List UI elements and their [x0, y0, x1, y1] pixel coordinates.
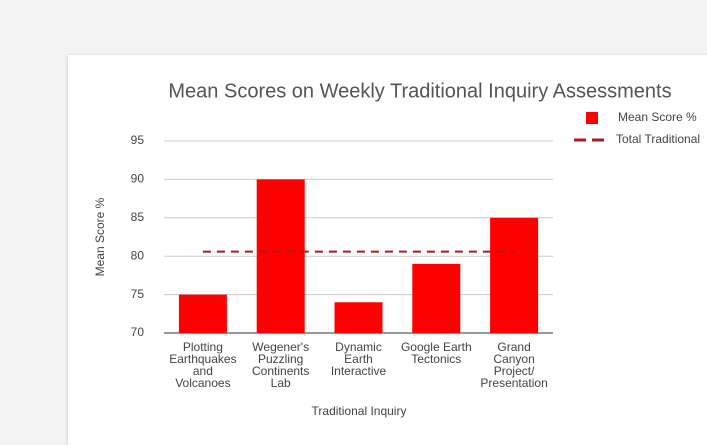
- chart: Mean Scores on Weekly Traditional Inquir…: [93, 80, 700, 418]
- x-tick-label: Grand Canyon Project/ Presentation: [480, 340, 548, 390]
- bar: [178, 294, 227, 333]
- chart-card: [68, 55, 707, 445]
- x-tick-label: Dynamic Earth Interactive: [330, 340, 387, 378]
- x-tick-label: Google Earth Tectonics: [400, 340, 472, 366]
- bar: [256, 179, 305, 333]
- x-tick-label: Plotting Earthquakes and Volcanoes: [169, 340, 237, 390]
- y-tick-label: 95: [131, 133, 145, 147]
- y-tick-label: 85: [131, 210, 145, 224]
- chart-title: Mean Scores on Weekly Traditional Inquir…: [168, 80, 671, 102]
- bar: [334, 302, 383, 333]
- y-tick-label: 70: [131, 325, 145, 339]
- legend-label: Mean Score %: [618, 110, 697, 124]
- y-tick-label: 80: [131, 248, 145, 262]
- page: Mean Scores on Weekly Traditional Inquir…: [68, 55, 707, 445]
- x-axis-title: Traditional Inquiry: [312, 404, 407, 418]
- x-tick-label: Wegener's Puzzling Continents Lab: [252, 340, 310, 390]
- legend-label: Total Traditional: [616, 132, 700, 146]
- y-axis-title: Mean Score %: [93, 197, 107, 276]
- bar: [490, 217, 539, 333]
- y-tick-label: 75: [131, 287, 145, 301]
- legend-swatch: [586, 112, 598, 124]
- bar: [412, 263, 461, 333]
- y-tick-label: 90: [131, 172, 145, 186]
